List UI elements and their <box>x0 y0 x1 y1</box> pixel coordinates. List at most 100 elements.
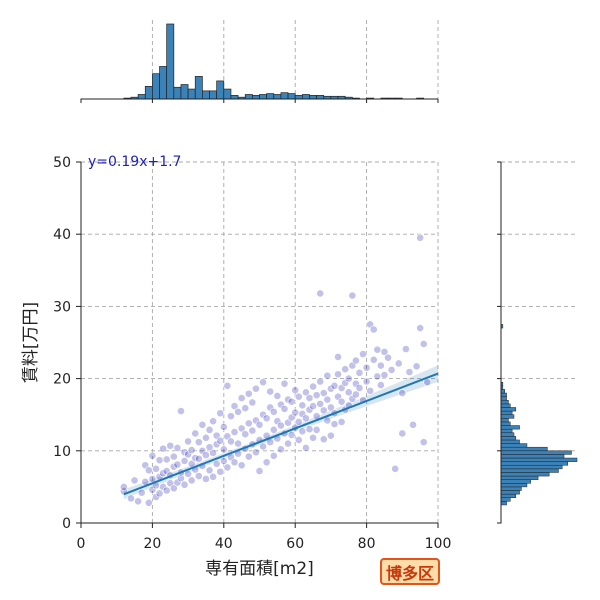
x-tick-label: 100 <box>425 536 452 552</box>
x-histogram-bar <box>202 90 210 100</box>
x-histogram-bar <box>294 95 303 100</box>
scatter-point <box>344 374 353 383</box>
x-histogram-bar <box>166 23 175 100</box>
y-axis-ticks: 0 10 20 30 40 50 <box>53 155 81 532</box>
y-histogram-bar <box>500 493 517 498</box>
x-tick-label: 80 <box>358 536 376 552</box>
scatter-point <box>144 498 153 507</box>
x-histogram-bar <box>309 95 317 100</box>
marginal-y-histogram <box>497 161 578 524</box>
scatter-point <box>216 409 225 418</box>
scatter-point <box>312 425 321 434</box>
y-histogram-bars <box>500 324 578 506</box>
scatter-point <box>209 472 217 481</box>
scatter-point <box>376 361 385 370</box>
scatter-point <box>194 454 203 463</box>
y-histogram-bar <box>500 464 563 470</box>
x-histogram-bar <box>152 73 160 100</box>
y-histogram-bar <box>500 475 539 480</box>
x-histogram-bar <box>316 95 325 100</box>
y-histogram-bar <box>500 410 513 415</box>
scatter-point <box>344 388 353 397</box>
x-histogram-bar <box>187 88 196 100</box>
scatter-point <box>316 377 325 386</box>
x-histogram-bar <box>301 94 310 100</box>
scatter-point <box>162 486 171 495</box>
scatter-point <box>412 362 421 371</box>
y-histogram-bar <box>500 479 531 484</box>
y-histogram-bar <box>500 396 507 401</box>
x-histogram-bar <box>223 88 232 100</box>
scatter-point <box>387 366 396 374</box>
scatter-point <box>230 402 239 410</box>
y-histogram-bar <box>500 486 522 491</box>
scatter-point <box>394 359 403 368</box>
y-histogram-bar <box>500 490 520 495</box>
scatter-point <box>252 448 260 457</box>
scatter-point <box>405 368 414 377</box>
y-histogram-bar <box>500 468 559 473</box>
y-histogram-bar <box>500 497 511 502</box>
scatter-point <box>187 446 196 454</box>
scatter-point <box>191 429 200 438</box>
x-histogram-bar <box>244 94 253 100</box>
scatter-point <box>252 384 260 393</box>
scatter-point <box>416 233 425 242</box>
y-histogram-bar <box>500 407 517 412</box>
y-histogram-bar <box>500 443 528 448</box>
y-histogram-ticks <box>497 161 501 524</box>
y-tick-label: 40 <box>53 227 71 243</box>
x-axis-title: 専有面積[m2] <box>205 559 314 579</box>
scatter-point <box>244 389 253 398</box>
scatter-point <box>234 439 242 448</box>
y-histogram-bar <box>500 425 520 430</box>
scatter-point <box>202 433 210 442</box>
scatter-point <box>373 345 382 354</box>
x-histogram-bar <box>173 86 182 100</box>
scatter-point <box>262 414 271 423</box>
scatter-point <box>266 387 275 396</box>
x-tick-label: 0 <box>77 536 86 552</box>
scatter-point <box>180 480 189 489</box>
scatter-point <box>298 401 307 410</box>
scatter-point <box>127 494 135 503</box>
scatter-point <box>302 388 310 397</box>
scatter-point <box>173 460 182 469</box>
y-histogram-bar <box>500 389 505 394</box>
scatter-point <box>130 476 139 485</box>
scatter-point <box>177 474 185 483</box>
scatter-point <box>269 425 278 434</box>
x-histogram-bar <box>259 94 267 100</box>
y-tick-label: 0 <box>62 516 71 532</box>
y-histogram-bar <box>500 454 565 459</box>
y-tick-label: 20 <box>53 372 71 388</box>
y-histogram-bar <box>500 483 528 488</box>
scatter-point <box>155 489 164 498</box>
x-histogram-bar <box>180 84 189 100</box>
y-histogram-bar <box>500 450 572 455</box>
scatter-point <box>237 461 246 470</box>
scatter-point <box>312 391 321 400</box>
scatter-point <box>351 356 360 365</box>
scatter-point <box>323 371 332 380</box>
y-tick-label: 10 <box>53 444 71 460</box>
scatter-point <box>309 382 317 391</box>
y-histogram-bar <box>500 418 509 423</box>
scatter-point <box>269 407 278 416</box>
scatter-point <box>194 472 203 480</box>
scatter-point <box>369 355 378 364</box>
x-histogram-ticks <box>80 99 439 103</box>
scatter-point <box>380 371 389 379</box>
scatter-point <box>212 459 221 468</box>
scatter-point <box>348 291 357 300</box>
y-histogram-bar <box>500 432 515 437</box>
y-histogram-bar <box>500 457 578 462</box>
scatter-point <box>255 467 264 475</box>
x-histogram-bar <box>252 95 260 100</box>
scatter-point <box>152 464 160 473</box>
scatter-point <box>280 379 289 388</box>
x-histogram-bar <box>266 93 275 100</box>
scatter-panel: 0 20 40 60 80 100 0 10 20 30 40 50 y=0.19x+1.7 専有面… <box>21 154 451 579</box>
scatter-point <box>202 475 210 483</box>
scatter-point <box>316 399 325 408</box>
